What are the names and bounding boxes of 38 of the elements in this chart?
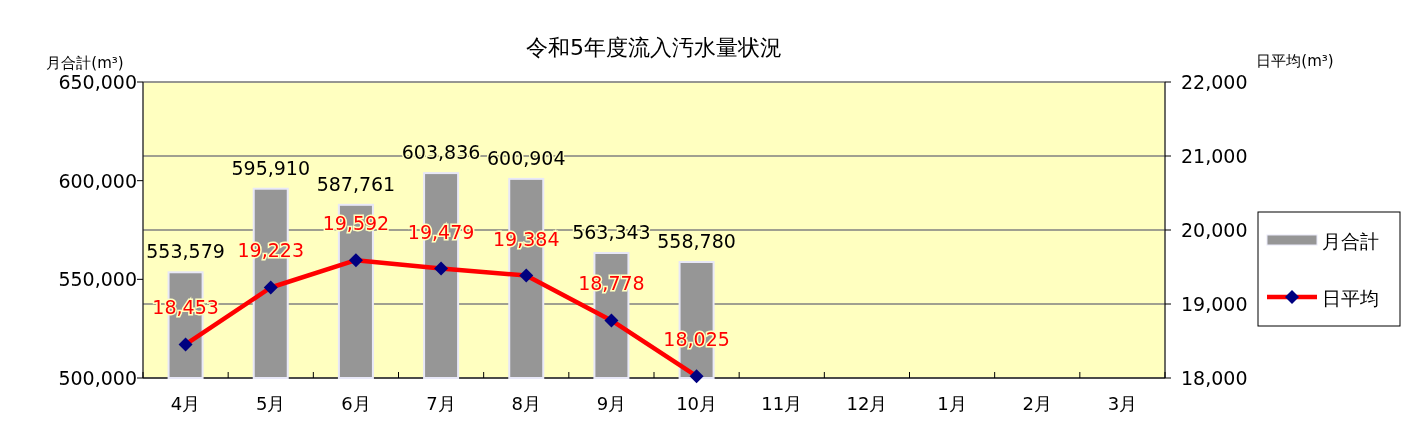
x-tick-label: 6月: [341, 393, 371, 414]
data-label: 19,223: [237, 239, 304, 262]
x-tick-label: 12月: [846, 393, 888, 414]
y2-tick-label: 18,000: [1181, 367, 1248, 389]
y-tick-label: 600,000: [58, 169, 137, 192]
x-tick-label: 8月: [511, 393, 541, 414]
data-label: 563,343: [572, 221, 651, 243]
y2-tick-label: 22,000: [1181, 71, 1248, 93]
data-label: 19,592: [322, 212, 390, 235]
x-tick-label: 2月: [1022, 393, 1052, 414]
data-label: 587,761: [316, 172, 396, 195]
y-tick-label: 500,000: [58, 367, 137, 389]
data-label: 558,780: [657, 230, 736, 253]
x-tick-label: 11月: [761, 393, 803, 414]
y-tick-label: 650,000: [58, 71, 137, 93]
data-label: 18,025: [663, 328, 730, 351]
x-tick-label: 10月: [676, 393, 718, 414]
y-axis-title: 月合計(m³): [46, 54, 124, 72]
data-label: 553,579: [146, 240, 225, 263]
y-tick-label: 550,000: [58, 268, 137, 291]
y2-tick-label: 19,000: [1181, 293, 1248, 315]
y2-tick-label: 20,000: [1181, 219, 1248, 241]
data-label: 603,836: [401, 141, 481, 164]
x-tick-label: 4月: [170, 393, 201, 414]
y2-axis-title: 日平均(m³): [1256, 52, 1334, 70]
x-tick-label: 1月: [937, 393, 967, 414]
data-label: 595,910: [231, 156, 311, 179]
legend-label: 月合計: [1322, 230, 1379, 252]
data-label: 600,904: [486, 146, 566, 169]
data-label: 19,384: [493, 227, 560, 250]
y2-tick-label: 21,000: [1181, 145, 1248, 167]
x-tick-label: 3月: [1107, 393, 1138, 414]
x-tick-label: 5月: [256, 393, 286, 414]
x-tick-label: 7月: [426, 393, 456, 414]
data-label: 18,778: [578, 272, 645, 295]
x-tick-label: 9月: [596, 393, 627, 414]
legend-label: 日平均: [1322, 287, 1379, 309]
chart-title: 令和5年度流入汚水量状況: [526, 35, 782, 60]
